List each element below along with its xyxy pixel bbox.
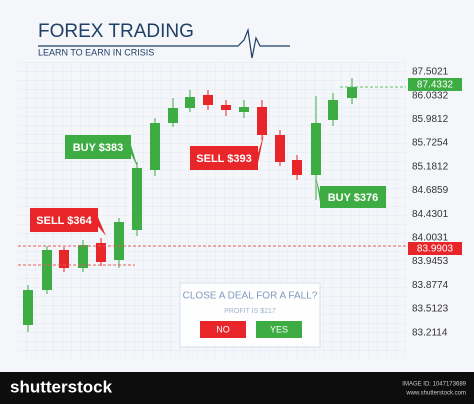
candle <box>239 107 249 112</box>
low-marker-label: 83.9903 <box>417 244 454 255</box>
candle <box>96 243 106 262</box>
candle <box>257 107 267 135</box>
tag <box>30 208 98 232</box>
price-label: 84.6859 <box>412 185 449 196</box>
tag <box>190 146 258 170</box>
tag-label: BUY $376 <box>328 192 379 204</box>
tag <box>320 186 386 208</box>
candle <box>42 250 52 290</box>
price-label: 84.0031 <box>412 233 449 244</box>
pulse-line <box>38 27 290 59</box>
price-label: 83.2114 <box>412 327 448 338</box>
price-scale: 87.5021 86.0332 85.9812 85.7254 85.1812 84.68… <box>412 67 449 339</box>
price-label: 86.0332 <box>412 90 449 101</box>
footer-brand: shutterstock <box>10 377 113 396</box>
candle <box>221 105 231 110</box>
footer-site: www.shutterstock.com <box>405 391 466 397</box>
tag <box>65 135 131 159</box>
tag-pointer <box>316 178 320 202</box>
candle <box>347 87 357 98</box>
candle <box>23 290 33 325</box>
price-label: 85.7254 <box>412 138 449 149</box>
price-label: 85.9812 <box>412 114 449 125</box>
price-label: 85.1812 <box>412 161 449 172</box>
tag-label: SELL $364 <box>36 215 92 227</box>
candle <box>114 222 124 260</box>
tag-label: BUY $383 <box>73 142 124 154</box>
no-label[interactable]: NO <box>216 324 230 334</box>
candle <box>132 168 142 230</box>
tag-pointer <box>258 134 264 163</box>
yes-label[interactable]: YES <box>270 324 288 334</box>
tag-label: SELL $393 <box>196 153 251 165</box>
price-label: 87.5021 <box>412 67 449 78</box>
subtitle: LEARN TO EARN IN CRISIS <box>38 47 154 57</box>
price-label: 84.4301 <box>412 209 449 220</box>
candle <box>168 108 178 123</box>
high-marker <box>408 78 462 91</box>
candle <box>78 245 88 268</box>
candle <box>185 97 195 108</box>
price-label: 83.8774 <box>412 280 449 291</box>
candle <box>292 160 302 175</box>
footer-id: IMAGE ID: 1047173689 <box>402 382 466 388</box>
candle <box>203 95 213 105</box>
tag-pointer <box>130 142 138 168</box>
low-marker <box>408 242 462 255</box>
candle <box>275 135 285 162</box>
high-marker-label: 87.4332 <box>417 80 454 91</box>
price-label: 83.5123 <box>412 304 449 315</box>
footer <box>0 372 474 404</box>
candle <box>59 250 69 268</box>
candle <box>328 100 338 120</box>
dialog-profit: PROFIT IS $217 <box>224 308 276 315</box>
trade-tags: SELL $364 BUY $383 SELL $393 BUY $376 <box>30 134 386 236</box>
title: FOREX TRADING <box>38 21 194 42</box>
dialog-question: CLOSE A DEAL FOR A FALL? <box>183 291 318 302</box>
candle <box>150 123 160 170</box>
yes-button[interactable] <box>256 321 302 338</box>
tag-pointer <box>97 215 106 236</box>
no-button[interactable] <box>200 321 246 338</box>
price-label: 83.9453 <box>412 256 449 267</box>
candles <box>23 78 357 332</box>
candle <box>311 123 321 175</box>
